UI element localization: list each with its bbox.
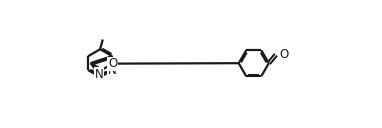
Text: O: O bbox=[279, 48, 289, 61]
Text: N: N bbox=[95, 68, 103, 81]
Text: O: O bbox=[108, 57, 117, 70]
Text: N: N bbox=[108, 64, 117, 77]
